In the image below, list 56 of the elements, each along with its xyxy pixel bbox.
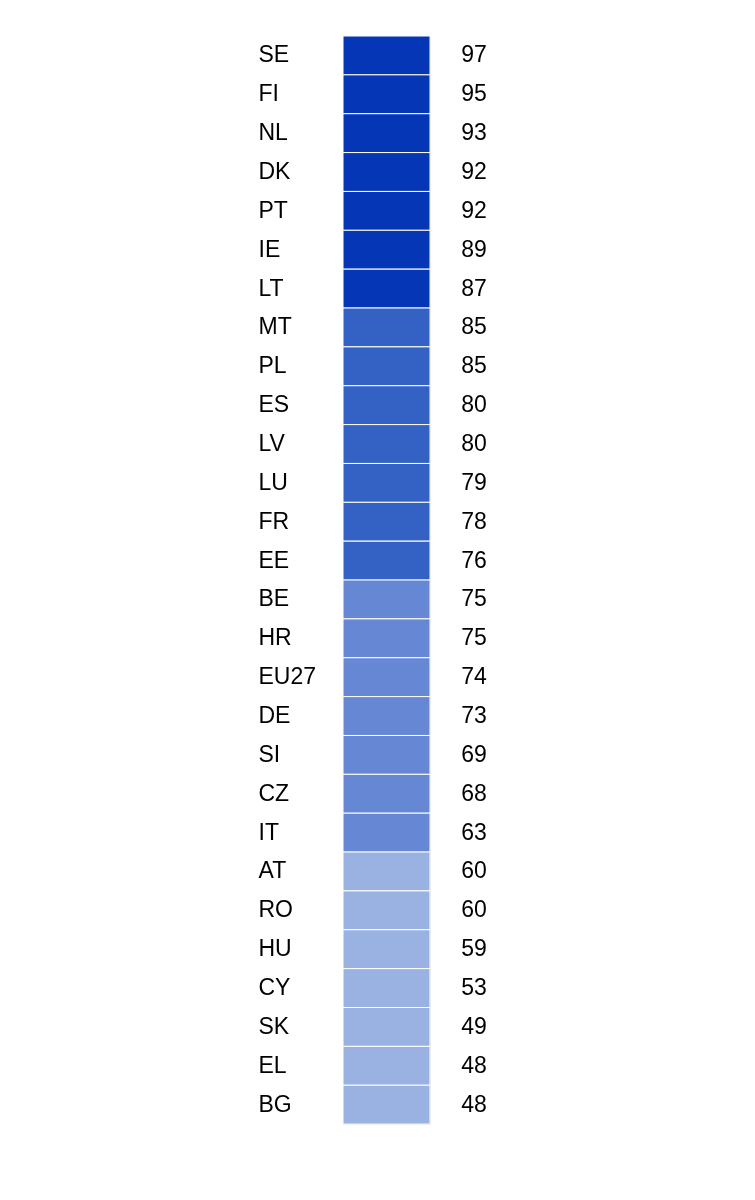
category-label: LU — [258, 468, 288, 495]
data-label: 49 — [461, 1012, 487, 1039]
category-label: IE — [258, 235, 281, 262]
data-label: 97 — [461, 41, 487, 68]
data-label: 60 — [461, 857, 487, 884]
category-label: EL — [258, 1051, 287, 1078]
category-label: NL — [258, 119, 289, 146]
category-label: DE — [258, 702, 291, 729]
data-label: 93 — [461, 119, 487, 146]
data-label: 69 — [461, 740, 487, 767]
data-label: 92 — [461, 196, 487, 223]
category-label: RO — [258, 896, 293, 923]
data-label: 63 — [461, 818, 487, 845]
category-label: EU27 — [258, 663, 317, 690]
category-label: DK — [258, 158, 292, 185]
category-label: EE — [258, 546, 290, 573]
data-label: 85 — [461, 313, 487, 340]
category-label: SI — [258, 740, 281, 767]
data-label: 48 — [461, 1090, 487, 1117]
category-label: HR — [258, 624, 292, 651]
category-label: ES — [258, 391, 290, 418]
category-label: LT — [258, 274, 284, 301]
category-label: IT — [258, 818, 279, 845]
category-label: BE — [258, 585, 290, 612]
category-label: PT — [258, 196, 288, 223]
category-label: PL — [258, 352, 287, 379]
data-label: 79 — [461, 468, 487, 495]
data-label: 75 — [461, 624, 487, 651]
category-label: MT — [258, 313, 292, 340]
data-label: 73 — [461, 702, 487, 729]
data-label: 92 — [461, 158, 487, 185]
data-label: 59 — [461, 935, 487, 962]
data-label: 74 — [461, 663, 487, 690]
data-label: 80 — [461, 430, 487, 457]
category-label: HU — [258, 935, 292, 962]
data-label: 48 — [461, 1051, 487, 1078]
data-label: 60 — [461, 896, 487, 923]
data-label: 75 — [461, 585, 487, 612]
data-label: 76 — [461, 546, 487, 573]
data-label: 89 — [461, 235, 487, 262]
data-label: 85 — [461, 352, 487, 379]
data-label: 68 — [461, 779, 487, 806]
data-label: 80 — [461, 391, 487, 418]
category-label: BG — [258, 1090, 292, 1117]
category-label: AT — [258, 857, 287, 884]
data-label: 53 — [461, 974, 487, 1001]
data-label: 95 — [461, 80, 487, 107]
data-label: 87 — [461, 274, 487, 301]
data-label: 78 — [461, 507, 487, 534]
category-label: CZ — [258, 779, 290, 806]
category-label: CY — [258, 974, 291, 1001]
category-label: FR — [258, 507, 290, 534]
category-label: SK — [258, 1012, 290, 1039]
category-label: FI — [258, 80, 279, 107]
category-label: LV — [258, 430, 286, 457]
category-label: SE — [258, 41, 290, 68]
